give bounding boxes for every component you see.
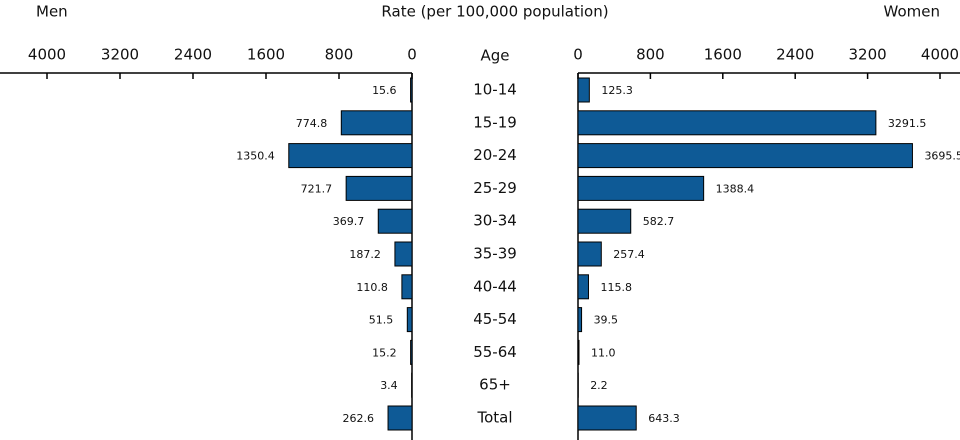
value-label: 3291.5 xyxy=(888,117,927,130)
value-label: 15.2 xyxy=(372,346,397,359)
x-tick-label: 3200 xyxy=(101,46,139,64)
value-label: 3.4 xyxy=(380,379,398,392)
bar xyxy=(577,307,583,333)
x-tick-label: 800 xyxy=(636,46,665,64)
value-label: 1388.4 xyxy=(716,182,755,195)
bar xyxy=(577,274,589,300)
category-label: 10-14 xyxy=(473,81,517,99)
value-label: 2.2 xyxy=(590,379,608,392)
category-axis-label: Age xyxy=(480,47,509,65)
value-label: 643.3 xyxy=(648,412,680,425)
value-label: 110.8 xyxy=(356,281,388,294)
value-label: 15.6 xyxy=(372,84,397,97)
value-label: 39.5 xyxy=(594,314,619,327)
right-panel-label: Women xyxy=(884,3,940,21)
x-tick-label: 1600 xyxy=(704,46,742,64)
value-label: 582.7 xyxy=(643,215,675,228)
category-label: 30-34 xyxy=(473,212,517,230)
bar xyxy=(394,241,413,267)
category-label: 45-54 xyxy=(473,310,517,328)
category-label: 20-24 xyxy=(473,146,517,164)
bar xyxy=(577,241,602,267)
category-label: 15-19 xyxy=(473,113,517,131)
category-label: 40-44 xyxy=(473,277,517,295)
value-label: 115.8 xyxy=(600,281,632,294)
value-label: 125.3 xyxy=(601,84,633,97)
bar xyxy=(406,307,413,333)
x-tick-label: 2400 xyxy=(174,46,212,64)
bar xyxy=(345,175,413,201)
category-label: 25-29 xyxy=(473,179,517,197)
value-label: 257.4 xyxy=(613,248,645,261)
value-label: 51.5 xyxy=(369,314,394,327)
value-label: 3695.5 xyxy=(924,150,960,163)
value-label: 1350.4 xyxy=(236,150,275,163)
value-label: 721.7 xyxy=(301,182,333,195)
left-panel-label: Men xyxy=(36,3,68,21)
bar xyxy=(577,143,913,169)
bar xyxy=(577,208,632,234)
chart-title: Rate (per 100,000 population) xyxy=(381,3,608,21)
bar xyxy=(340,110,413,136)
bar xyxy=(410,339,413,365)
bar xyxy=(377,208,413,234)
x-tick-label: 2400 xyxy=(776,46,814,64)
bar xyxy=(401,274,413,300)
bar xyxy=(577,77,590,103)
value-label: 262.6 xyxy=(343,412,375,425)
bar xyxy=(577,175,705,201)
value-label: 11.0 xyxy=(591,346,616,359)
bar xyxy=(288,143,413,169)
x-tick-label: 1600 xyxy=(247,46,285,64)
x-tick-label: 4000 xyxy=(921,46,959,64)
bar xyxy=(387,405,413,431)
x-tick-label: 800 xyxy=(325,46,354,64)
bar xyxy=(577,339,580,365)
value-label: 369.7 xyxy=(333,215,365,228)
x-tick-label: 4000 xyxy=(28,46,66,64)
category-label: Total xyxy=(476,409,512,427)
category-label: 65+ xyxy=(479,376,511,394)
x-tick-label: 3200 xyxy=(849,46,887,64)
x-tick-label: 0 xyxy=(573,46,583,64)
value-label: 187.2 xyxy=(349,248,381,261)
bar xyxy=(410,77,413,103)
x-tick-label: 0 xyxy=(407,46,417,64)
category-label: 35-39 xyxy=(473,245,517,263)
bar xyxy=(577,110,877,136)
bar xyxy=(577,405,637,431)
value-label: 774.8 xyxy=(296,117,328,130)
category-label: 55-64 xyxy=(473,343,517,361)
